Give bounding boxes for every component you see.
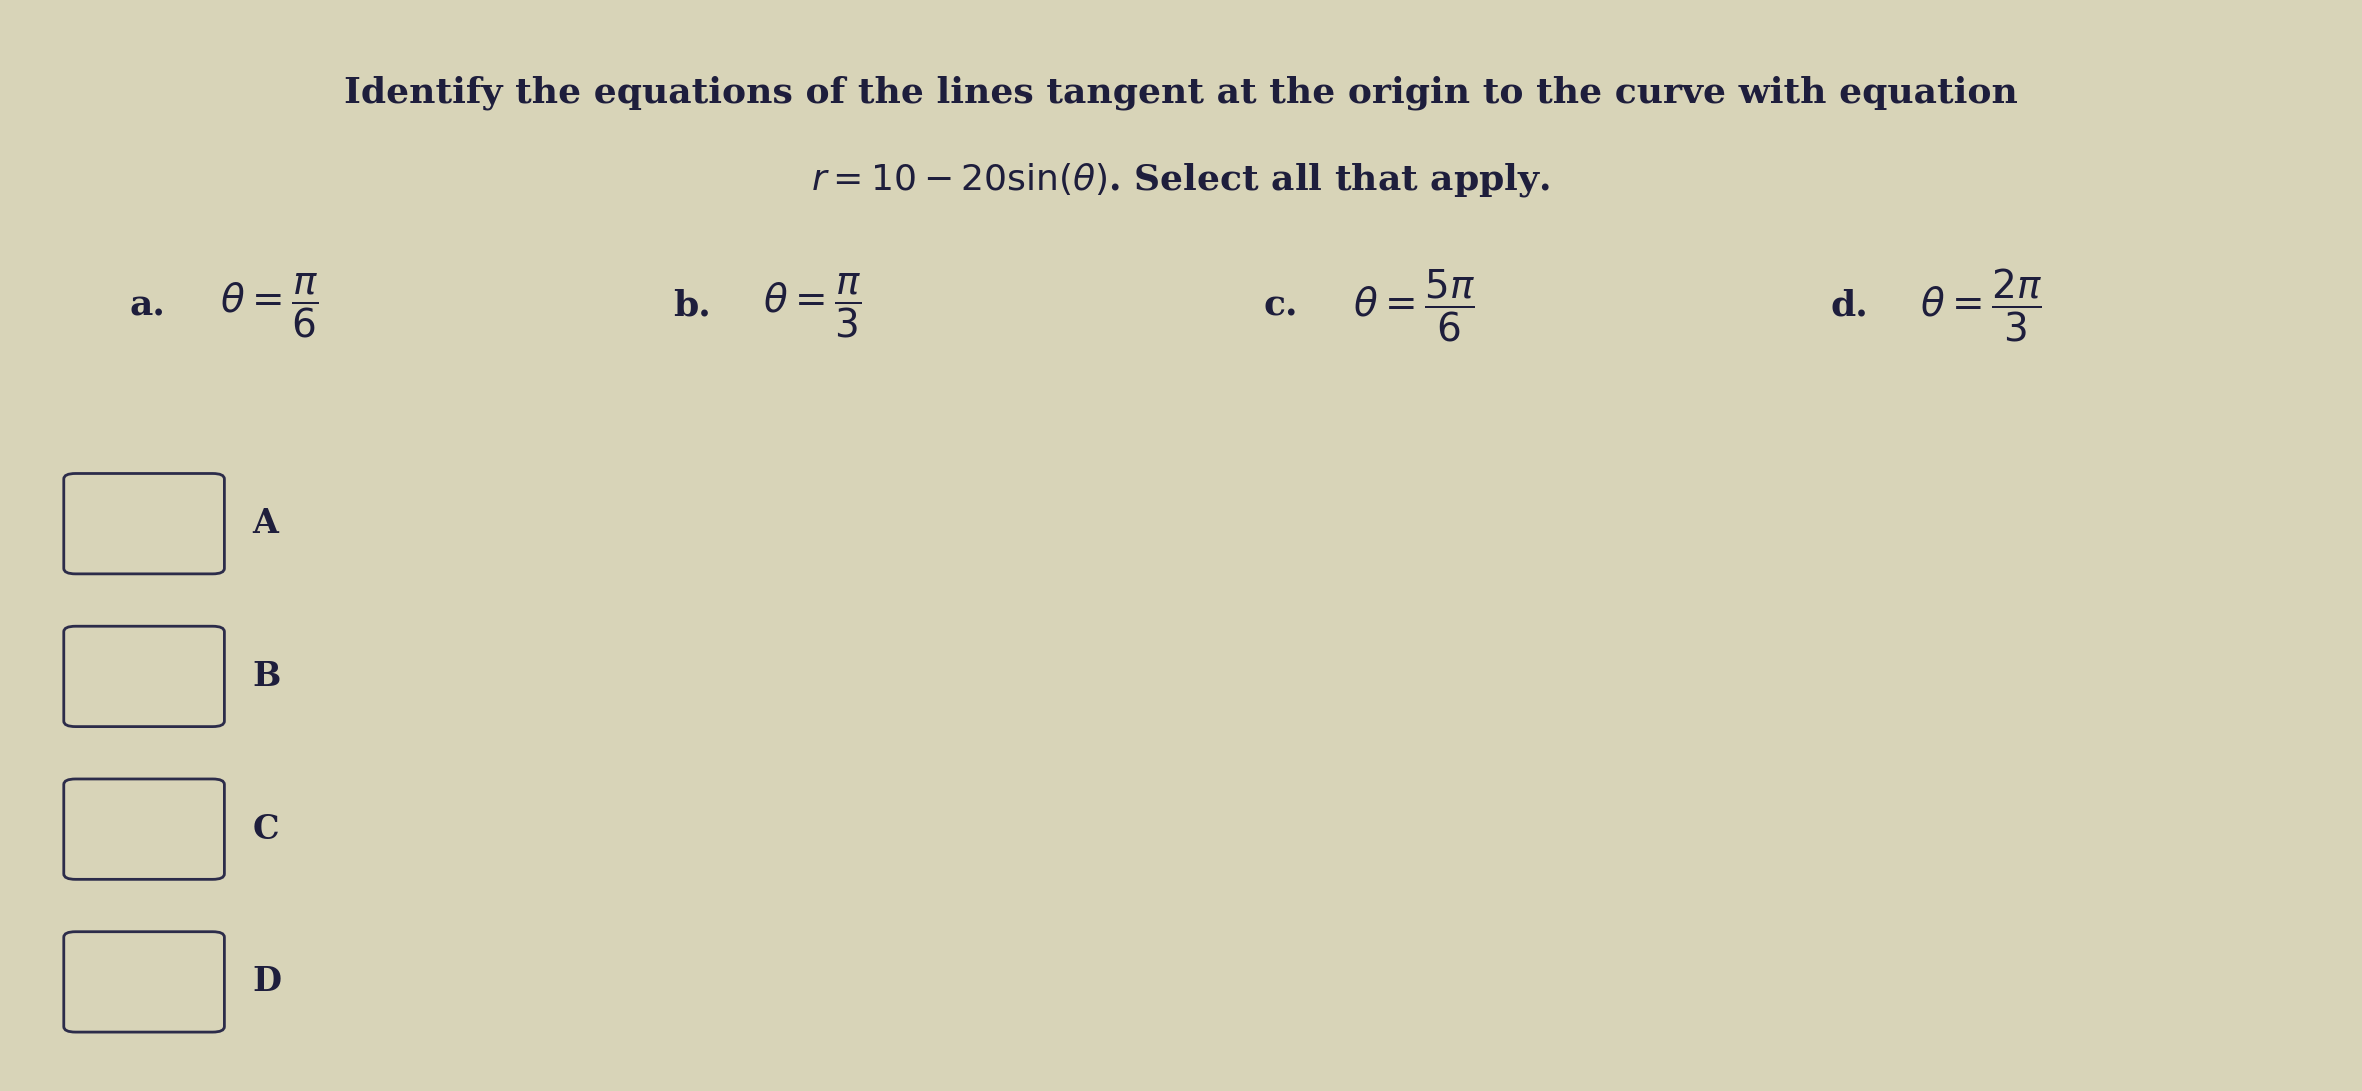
Text: $\theta = \dfrac{\pi}{6}$: $\theta = \dfrac{\pi}{6}$	[220, 272, 319, 339]
Text: d.: d.	[1831, 288, 1868, 323]
Text: C: C	[253, 813, 279, 846]
Text: B: B	[253, 660, 281, 693]
Text: a.: a.	[130, 288, 165, 323]
Text: D: D	[253, 966, 281, 998]
FancyBboxPatch shape	[64, 626, 224, 727]
Text: $\theta = \dfrac{\pi}{3}$: $\theta = \dfrac{\pi}{3}$	[763, 272, 862, 339]
FancyBboxPatch shape	[64, 779, 224, 879]
Text: $\theta = \dfrac{2\pi}{3}$: $\theta = \dfrac{2\pi}{3}$	[1920, 267, 2043, 344]
Text: $\theta = \dfrac{5\pi}{6}$: $\theta = \dfrac{5\pi}{6}$	[1353, 267, 1476, 344]
Text: b.: b.	[673, 288, 711, 323]
Text: Identify the equations of the lines tangent at the origin to the curve with equa: Identify the equations of the lines tang…	[345, 75, 2017, 110]
Text: A: A	[253, 507, 279, 540]
Text: c.: c.	[1264, 288, 1299, 323]
FancyBboxPatch shape	[64, 932, 224, 1032]
Text: $r = 10 - 20\sin(\theta)$. Select all that apply.: $r = 10 - 20\sin(\theta)$. Select all th…	[813, 161, 1549, 199]
FancyBboxPatch shape	[64, 473, 224, 574]
